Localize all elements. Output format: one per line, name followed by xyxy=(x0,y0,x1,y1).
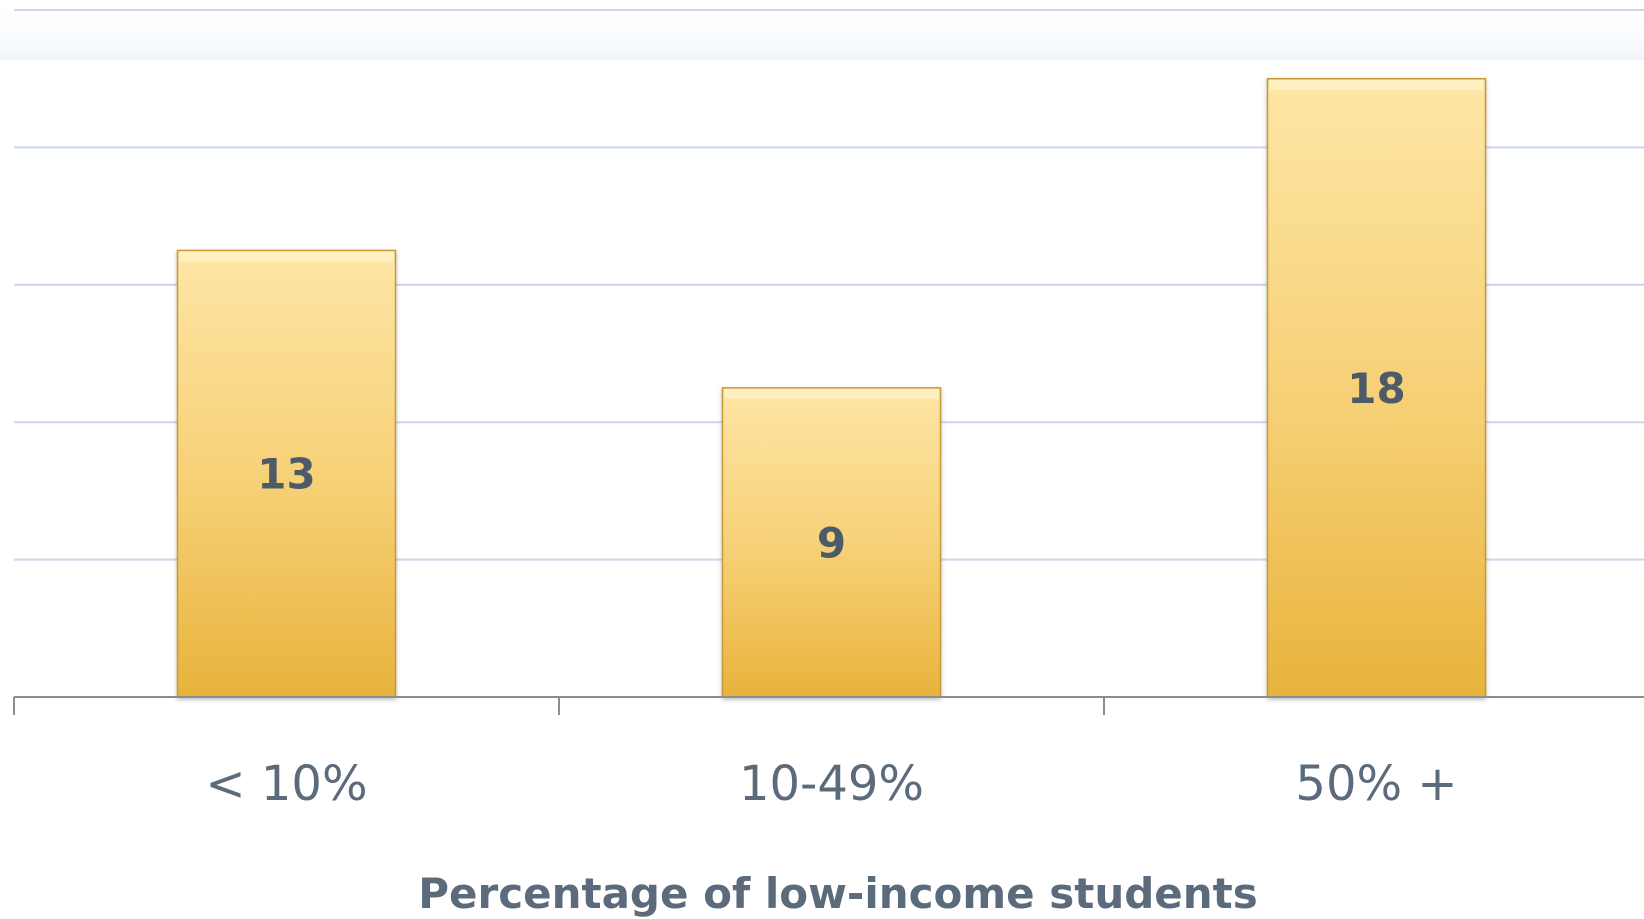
bar-2 xyxy=(721,387,942,698)
data-label-3: 18 xyxy=(1347,364,1405,413)
x-axis xyxy=(13,696,1644,715)
data-label-2: 9 xyxy=(817,518,846,567)
x-tick-label-2: 10-49% xyxy=(739,756,924,812)
bar-bevel xyxy=(724,388,939,399)
x-tick-label-3: 50% + xyxy=(1295,756,1457,812)
bar-bevel xyxy=(179,251,394,262)
x-axis-title: Percentage of low-income students xyxy=(418,869,1258,918)
data-labels: 13 9 18 xyxy=(257,364,1405,568)
bar-1 xyxy=(176,249,397,698)
bar-bevel xyxy=(1269,79,1484,90)
x-tick-label-1: < 10% xyxy=(205,756,367,812)
bars xyxy=(176,77,1487,698)
data-label-1: 13 xyxy=(257,450,315,499)
x-tick-labels: < 10% 10-49% 50% + xyxy=(205,756,1457,812)
